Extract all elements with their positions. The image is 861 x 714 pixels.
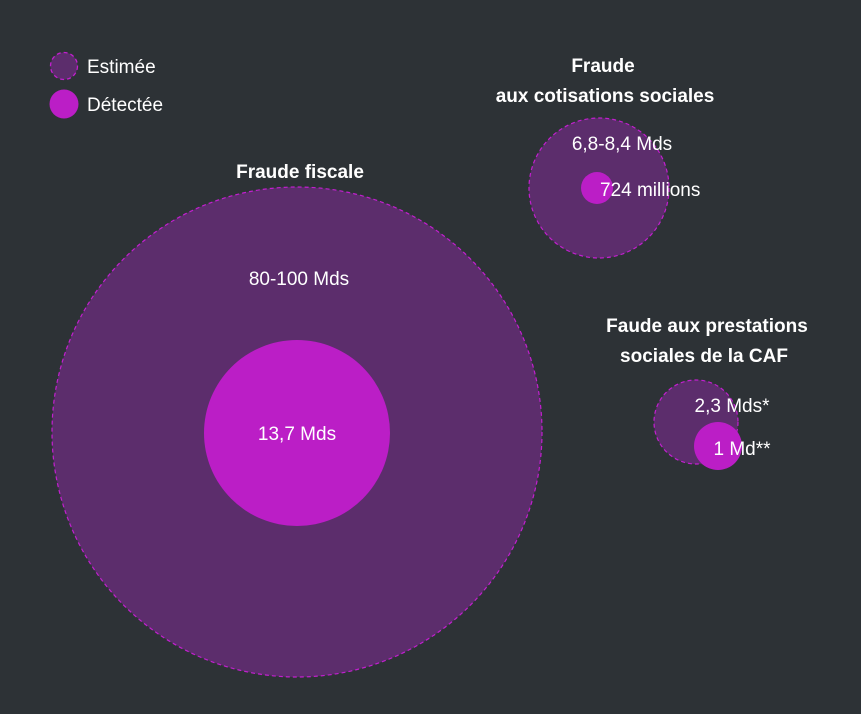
legend-label-estimated: Estimée bbox=[87, 57, 156, 78]
estimated-label: 2,3 Mds* bbox=[695, 396, 771, 417]
group-title-line2: sociales de la CAF bbox=[620, 346, 788, 367]
bubble-detected bbox=[694, 422, 742, 470]
group-fraude-fiscale: Fraude fiscale 80-100 Mds 13,7 Mds bbox=[51, 162, 543, 678]
estimated-label: 6,8-8,4 Mds bbox=[572, 134, 672, 155]
bubble-detected bbox=[204, 340, 390, 526]
legend-swatch-detected bbox=[49, 89, 79, 119]
group-title-line1: Fraude bbox=[571, 56, 634, 77]
bubble-detected bbox=[581, 172, 613, 204]
legend: Estimée Détectée bbox=[49, 51, 163, 119]
group-title-line1: Faude aux prestations bbox=[606, 316, 808, 337]
legend-swatch-estimated bbox=[49, 51, 79, 81]
group-title: Fraude fiscale bbox=[236, 162, 364, 183]
estimated-label: 80-100 Mds bbox=[249, 269, 349, 290]
group-fraude-caf: Faude aux prestations sociales de la CAF… bbox=[606, 316, 808, 470]
detected-label: 13,7 Mds bbox=[258, 424, 336, 445]
detected-label: 724 millions bbox=[600, 180, 700, 201]
group-fraude-cotisations: Fraude aux cotisations sociales 6,8-8,4 … bbox=[496, 56, 715, 259]
group-title-line2: aux cotisations sociales bbox=[496, 86, 715, 107]
legend-label-detected: Détectée bbox=[87, 95, 163, 116]
detected-label: 1 Md** bbox=[713, 439, 771, 460]
